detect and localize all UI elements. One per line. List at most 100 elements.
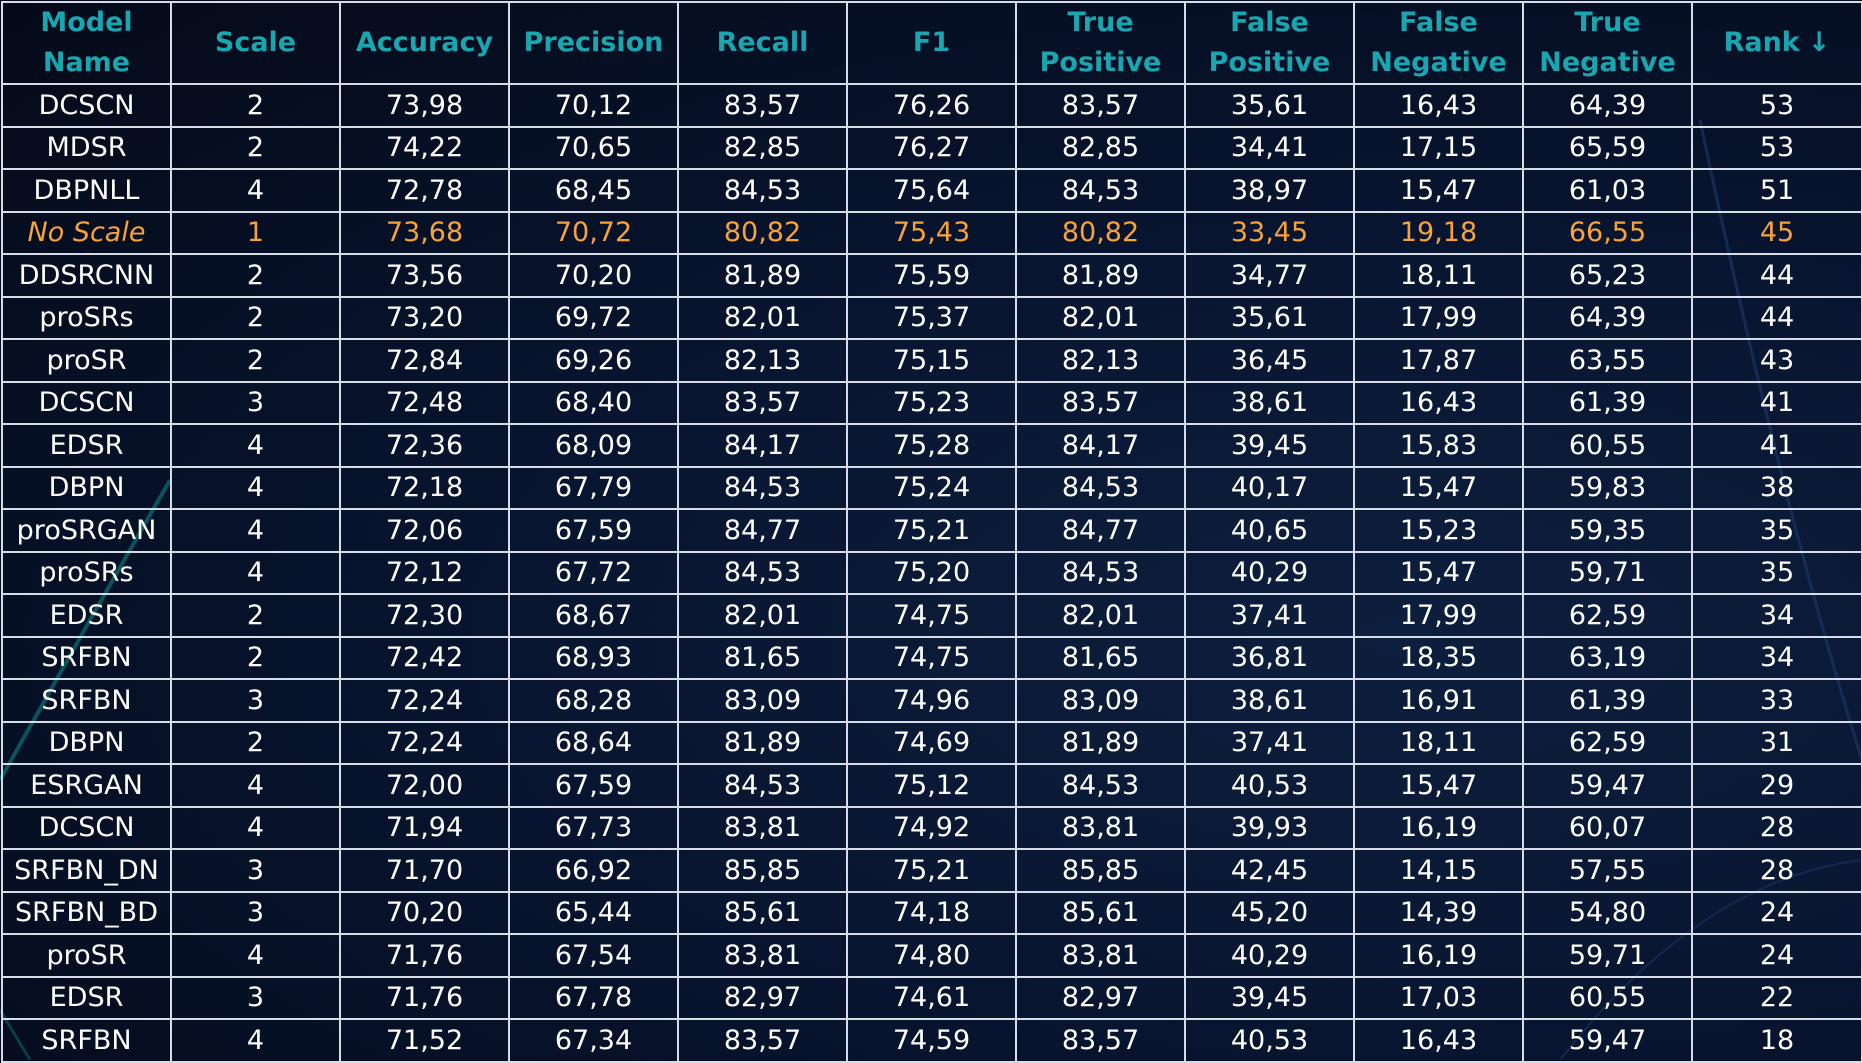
cell-f1: 75,37 xyxy=(846,295,1017,340)
cell-model-name: SRFBN xyxy=(1,678,172,723)
cell-false-negative: 18,11 xyxy=(1353,253,1524,298)
cell-false-positive: 37,41 xyxy=(1184,720,1355,765)
column-header-model-name[interactable]: Model Name xyxy=(1,1,172,85)
cell-accuracy: 72,36 xyxy=(339,423,510,468)
cell-scale: 4 xyxy=(170,805,341,850)
cell-true-negative: 60,07 xyxy=(1522,805,1693,850)
cell-false-negative: 17,99 xyxy=(1353,593,1524,638)
column-header-accuracy[interactable]: Accuracy xyxy=(339,1,510,85)
cell-rank: 24 xyxy=(1691,890,1862,935)
cell-f1: 74,92 xyxy=(846,805,1017,850)
cell-false-negative: 16,43 xyxy=(1353,380,1524,425)
cell-accuracy: 72,42 xyxy=(339,635,510,680)
cell-model-name: DCSCN xyxy=(1,380,172,425)
cell-model-name: DCSCN xyxy=(1,83,172,128)
cell-model-name: DDSRCNN xyxy=(1,253,172,298)
cell-rank: 35 xyxy=(1691,508,1862,553)
cell-true-positive: 81,89 xyxy=(1015,253,1186,298)
cell-true-positive: 83,57 xyxy=(1015,83,1186,128)
cell-model-name: EDSR xyxy=(1,423,172,468)
cell-model-name: DBPNLL xyxy=(1,168,172,213)
cell-false-negative: 17,15 xyxy=(1353,125,1524,170)
cell-rank: 53 xyxy=(1691,125,1862,170)
column-header-true-negative[interactable]: True Negative xyxy=(1522,1,1693,85)
cell-accuracy: 73,68 xyxy=(339,210,510,255)
column-header-f1[interactable]: F1 xyxy=(846,1,1017,85)
table-row: SRFBN_DN 3 71,70 66,92 85,85 75,21 85,85 42,45 1… xyxy=(1,848,1862,893)
column-header-false-positive[interactable]: False Positive xyxy=(1184,1,1355,85)
cell-accuracy: 71,52 xyxy=(339,1018,510,1063)
cell-true-negative: 60,55 xyxy=(1522,975,1693,1020)
cell-false-positive: 34,77 xyxy=(1184,253,1355,298)
cell-rank: 41 xyxy=(1691,423,1862,468)
column-header-true-positive[interactable]: True Positive xyxy=(1015,1,1186,85)
cell-scale: 2 xyxy=(170,125,341,170)
cell-false-positive: 39,45 xyxy=(1184,975,1355,1020)
cell-f1: 74,18 xyxy=(846,890,1017,935)
cell-rank: 34 xyxy=(1691,593,1862,638)
cell-rank: 24 xyxy=(1691,933,1862,978)
cell-true-negative: 59,71 xyxy=(1522,550,1693,595)
column-header-rank[interactable]: Rank ↓ xyxy=(1691,1,1862,85)
table-row: DBPN 2 72,24 68,64 81,89 74,69 81,89 37,41 18,11… xyxy=(1,720,1862,765)
cell-accuracy: 72,78 xyxy=(339,168,510,213)
cell-accuracy: 73,56 xyxy=(339,253,510,298)
cell-scale: 1 xyxy=(170,210,341,255)
cell-f1: 75,21 xyxy=(846,508,1017,553)
cell-false-negative: 15,47 xyxy=(1353,550,1524,595)
cell-model-name: proSR xyxy=(1,338,172,383)
cell-scale: 2 xyxy=(170,83,341,128)
cell-true-positive: 83,57 xyxy=(1015,380,1186,425)
cell-recall: 83,81 xyxy=(677,933,848,978)
cell-model-name: EDSR xyxy=(1,593,172,638)
cell-accuracy: 72,12 xyxy=(339,550,510,595)
cell-f1: 74,69 xyxy=(846,720,1017,765)
cell-true-negative: 66,55 xyxy=(1522,210,1693,255)
cell-false-negative: 16,43 xyxy=(1353,1018,1524,1063)
cell-recall: 82,01 xyxy=(677,295,848,340)
cell-precision: 67,73 xyxy=(508,805,679,850)
cell-f1: 75,20 xyxy=(846,550,1017,595)
cell-true-positive: 83,57 xyxy=(1015,1018,1186,1063)
cell-scale: 3 xyxy=(170,678,341,723)
cell-model-name: MDSR xyxy=(1,125,172,170)
cell-false-negative: 15,23 xyxy=(1353,508,1524,553)
column-header-recall[interactable]: Recall xyxy=(677,1,848,85)
cell-model-name: SRFBN xyxy=(1,635,172,680)
cell-model-name: DCSCN xyxy=(1,805,172,850)
column-header-scale[interactable]: Scale xyxy=(170,1,341,85)
cell-rank: 35 xyxy=(1691,550,1862,595)
cell-true-negative: 62,59 xyxy=(1522,720,1693,765)
cell-true-negative: 54,80 xyxy=(1522,890,1693,935)
cell-true-negative: 61,39 xyxy=(1522,678,1693,723)
cell-precision: 68,93 xyxy=(508,635,679,680)
cell-accuracy: 74,22 xyxy=(339,125,510,170)
column-header-precision[interactable]: Precision xyxy=(508,1,679,85)
cell-f1: 75,23 xyxy=(846,380,1017,425)
cell-false-positive: 40,29 xyxy=(1184,550,1355,595)
cell-accuracy: 72,30 xyxy=(339,593,510,638)
table-row: EDSR 4 72,36 68,09 84,17 75,28 84,17 39,45 15,83… xyxy=(1,423,1862,468)
cell-true-positive: 84,53 xyxy=(1015,550,1186,595)
cell-accuracy: 71,76 xyxy=(339,975,510,1020)
cell-scale: 4 xyxy=(170,168,341,213)
cell-precision: 67,54 xyxy=(508,933,679,978)
cell-precision: 69,72 xyxy=(508,295,679,340)
cell-scale: 2 xyxy=(170,720,341,765)
cell-false-positive: 40,53 xyxy=(1184,1018,1355,1063)
cell-true-positive: 85,85 xyxy=(1015,848,1186,893)
cell-precision: 68,64 xyxy=(508,720,679,765)
cell-model-name: No Scale xyxy=(1,210,172,255)
cell-recall: 82,13 xyxy=(677,338,848,383)
cell-false-negative: 16,91 xyxy=(1353,678,1524,723)
column-header-false-negative[interactable]: False Negative xyxy=(1353,1,1524,85)
cell-false-negative: 15,47 xyxy=(1353,465,1524,510)
cell-false-positive: 35,61 xyxy=(1184,83,1355,128)
cell-accuracy: 71,76 xyxy=(339,933,510,978)
cell-false-positive: 35,61 xyxy=(1184,295,1355,340)
cell-f1: 75,21 xyxy=(846,848,1017,893)
cell-false-positive: 38,61 xyxy=(1184,678,1355,723)
cell-false-positive: 34,41 xyxy=(1184,125,1355,170)
cell-model-name: ESRGAN xyxy=(1,763,172,808)
cell-false-positive: 40,53 xyxy=(1184,763,1355,808)
